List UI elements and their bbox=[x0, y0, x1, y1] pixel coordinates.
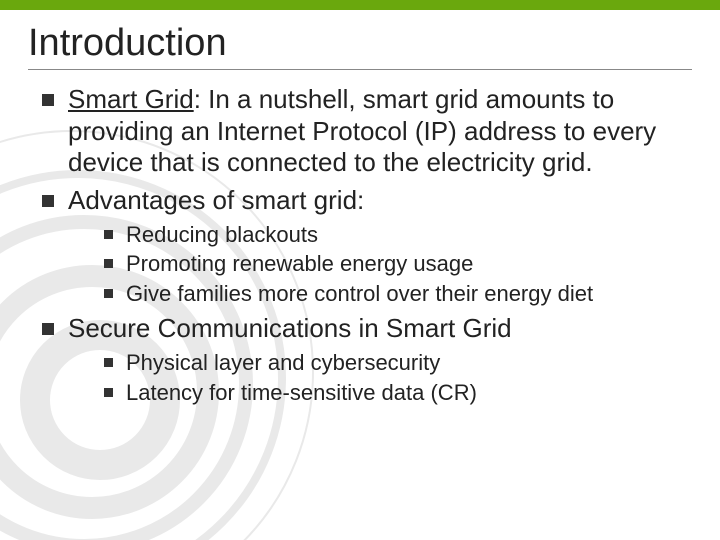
list-item: Secure Communications in Smart Grid Phys… bbox=[42, 313, 692, 406]
top-accent-bar bbox=[0, 0, 720, 10]
sub-list: Reducing blackouts Promoting renewable e… bbox=[68, 221, 692, 308]
sub-item: Give families more control over their en… bbox=[104, 280, 692, 308]
list-item: Advantages of smart grid: Reducing black… bbox=[42, 185, 692, 307]
page-title: Introduction bbox=[28, 22, 692, 65]
item-text: Secure Communications in Smart Grid bbox=[68, 313, 512, 343]
title-divider bbox=[28, 69, 692, 70]
item-text: Advantages of smart grid: bbox=[68, 185, 364, 215]
bullet-list: Smart Grid: In a nutshell, smart grid am… bbox=[28, 84, 692, 406]
underline-text: Smart Grid bbox=[68, 84, 194, 114]
sub-item: Latency for time-sensitive data (CR) bbox=[104, 379, 692, 407]
list-item: Smart Grid: In a nutshell, smart grid am… bbox=[42, 84, 692, 179]
slide-content: Introduction Smart Grid: In a nutshell, … bbox=[0, 10, 720, 406]
sub-item: Physical layer and cybersecurity bbox=[104, 349, 692, 377]
sub-item: Promoting renewable energy usage bbox=[104, 250, 692, 278]
sub-item: Reducing blackouts bbox=[104, 221, 692, 249]
sub-list: Physical layer and cybersecurity Latency… bbox=[68, 349, 692, 406]
